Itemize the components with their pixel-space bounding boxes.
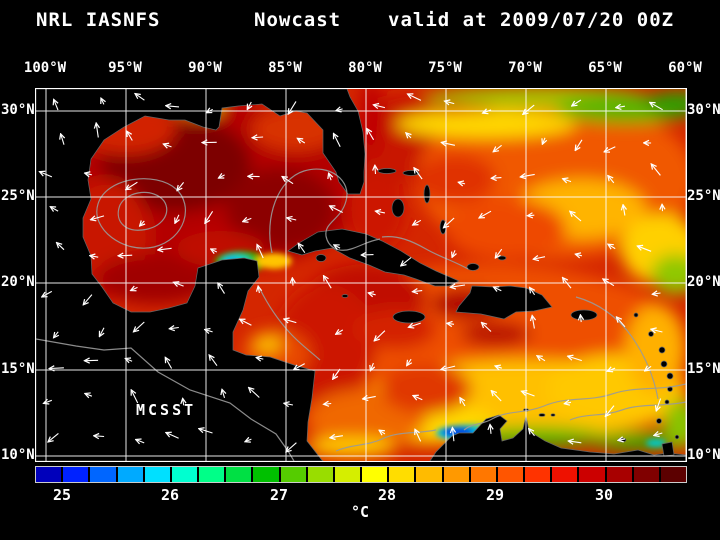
- colorbar-tick-30: 30: [594, 486, 614, 504]
- colorbar-tick-29: 29: [485, 486, 505, 504]
- colorbar-tick-27: 27: [269, 486, 289, 504]
- colorbar-cell: [253, 467, 279, 482]
- colorbar-unit: °C: [350, 503, 370, 521]
- title-valid-time: valid at 2009/07/20 00Z: [388, 9, 675, 31]
- colorbar-cell: [280, 467, 306, 482]
- lat-label-right-30n: 30°N: [687, 102, 720, 118]
- island-hispaniola: [455, 285, 553, 320]
- lon-label-100w: 100°W: [23, 60, 67, 76]
- lat-label-left-20n: 20°N: [1, 274, 35, 290]
- land-north-central-america: [36, 89, 366, 461]
- title-product: Nowcast: [254, 9, 342, 31]
- colorbar-cell: [226, 467, 252, 482]
- land: [36, 89, 686, 461]
- colorbar-cell: [633, 467, 659, 482]
- map-frame: MCSST: [35, 88, 687, 462]
- colorbar-tick-28: 28: [377, 486, 397, 504]
- sst-map: [36, 89, 686, 461]
- grid-lines: [36, 89, 686, 461]
- title-system: NRL IASNFS: [36, 9, 161, 31]
- colorbar-cell: [443, 467, 469, 482]
- colorbar: [35, 466, 687, 483]
- lon-label-80w: 80°W: [348, 60, 382, 76]
- vector-arrows: [40, 94, 662, 451]
- colorbar-tick-25: 25: [52, 486, 72, 504]
- lat-label-right-20n: 20°N: [687, 274, 720, 290]
- colorbar-cell: [606, 467, 632, 482]
- mcsst-label: MCSST: [136, 401, 197, 419]
- land-south-america: [429, 414, 686, 461]
- lat-label-left-30n: 30°N: [1, 102, 35, 118]
- colorbar-cell: [389, 467, 415, 482]
- lon-label-75w: 75°W: [428, 60, 462, 76]
- colorbar-cell: [660, 467, 687, 482]
- lat-label-right-10n: 10°N: [687, 447, 720, 463]
- colorbar-cell: [63, 467, 89, 482]
- colorbar-cell: [144, 467, 170, 482]
- lon-label-90w: 90°W: [188, 60, 222, 76]
- colorbar-cell: [579, 467, 605, 482]
- colorbar-cell: [36, 467, 62, 482]
- colorbar-cell: [171, 467, 198, 482]
- colorbar-cell: [117, 467, 143, 482]
- colorbar-cell: [362, 467, 388, 482]
- lat-label-left-10n: 10°N: [1, 447, 35, 463]
- lat-label-left-15n: 15°N: [1, 361, 35, 377]
- lon-label-70w: 70°W: [508, 60, 542, 76]
- lat-label-right-15n: 15°N: [687, 361, 720, 377]
- island-isla-juventud: [315, 254, 327, 262]
- colorbar-cell: [307, 467, 333, 482]
- sst-field: [61, 89, 686, 457]
- island-grand-cayman: [341, 294, 349, 298]
- colorbar-cell: [416, 467, 442, 482]
- colorbar-cell: [525, 467, 551, 482]
- lon-label-60w: 60°W: [668, 60, 702, 76]
- colorbar-tick-26: 26: [160, 486, 180, 504]
- lon-label-85w: 85°W: [268, 60, 302, 76]
- colorbar-cell: [470, 467, 496, 482]
- lat-label-right-25n: 25°N: [687, 188, 720, 204]
- colorbar-cell: [90, 467, 116, 482]
- island-puerto-rico: [570, 309, 598, 321]
- colorbar-cell: [497, 467, 524, 482]
- colorbar-cell: [552, 467, 578, 482]
- island-jamaica: [392, 310, 426, 324]
- colorbar-cell: [199, 467, 225, 482]
- lon-label-65w: 65°W: [588, 60, 622, 76]
- lat-label-left-25n: 25°N: [1, 188, 35, 204]
- colorbar-cell: [334, 467, 361, 482]
- lon-label-95w: 95°W: [108, 60, 142, 76]
